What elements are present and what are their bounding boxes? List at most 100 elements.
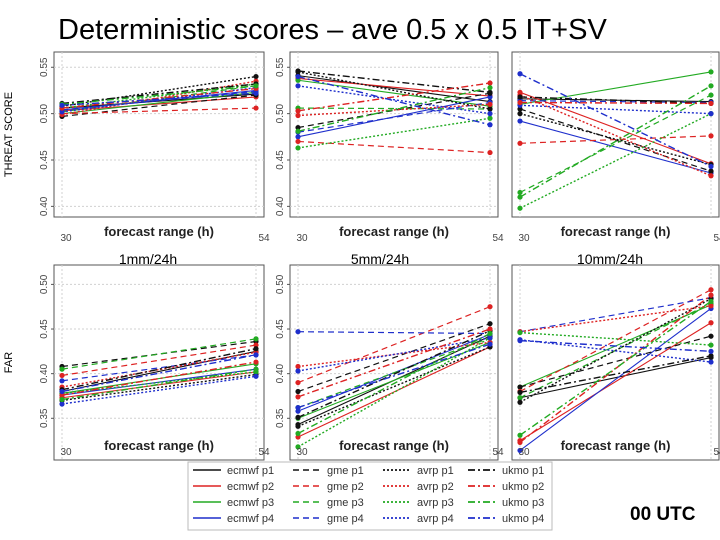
legend-label-avrp-p2: avrp p2 bbox=[417, 481, 454, 493]
far_10mm-point-gme-p3-start bbox=[517, 395, 523, 401]
far_1mm-x-tick-label: 30 bbox=[60, 447, 72, 458]
far_5mm-point-gme-p2-end bbox=[487, 304, 493, 310]
far_5mm-x-axis-label: forecast range (h) bbox=[339, 438, 449, 453]
far_10mm-plot-frame bbox=[511, 264, 720, 461]
far_5mm-series-avrp-p3 bbox=[297, 337, 491, 448]
far_5mm-x-tick-label: 54 bbox=[492, 447, 504, 458]
ts_1mm-y-tick-label: 0.45 bbox=[39, 150, 50, 170]
ts_10mm-point-ukmo-p2-end bbox=[708, 100, 714, 107]
ts_10mm-point-gme-p3-end bbox=[708, 92, 714, 98]
far_10mm-series-ecmwf-p4 bbox=[519, 308, 712, 451]
ts_10mm-point-avrp-p3-start bbox=[517, 205, 523, 211]
far_1mm-series-avrp-p4 bbox=[61, 375, 257, 405]
far_1mm-x-tick-label: 54 bbox=[258, 447, 270, 458]
legend-label-ukmo-p4: ukmo p4 bbox=[502, 513, 544, 525]
far_10mm-series-gme-p1 bbox=[519, 335, 712, 388]
ts_5mm-x-tick-label: 30 bbox=[296, 233, 308, 244]
far_10mm-point-ukmo-p3-end bbox=[708, 298, 714, 304]
ts_5mm-point-ecmwf-p4-end bbox=[487, 94, 493, 100]
far_5mm-series-avrp-p4 bbox=[297, 337, 491, 372]
far_1mm-series-gme-p1 bbox=[61, 340, 257, 368]
ts_10mm-point-ukmo-p4-start bbox=[517, 71, 523, 77]
far_1mm-series-ukmo-p1 bbox=[61, 347, 257, 391]
far_5mm-series-ukmo-p1 bbox=[297, 330, 491, 419]
ts_10mm-point-avrp-p4-end bbox=[708, 111, 714, 117]
ts_5mm-x-tick-label: 54 bbox=[492, 233, 504, 244]
far_1mm-point-ukmo-p3-start bbox=[59, 396, 65, 403]
utc-label: 00 UTC bbox=[630, 504, 696, 525]
ts_5mm-series-gme-p4 bbox=[297, 101, 491, 133]
ts_1mm-series-avrp-p4 bbox=[61, 86, 257, 113]
legend-label-ecmwf-p4: ecmwf p4 bbox=[227, 513, 274, 525]
threshold-label: 5mm/24h bbox=[351, 251, 409, 267]
far_10mm-x-axis-label: forecast range (h) bbox=[561, 438, 671, 453]
ts_1mm-series-ukmo-p1 bbox=[61, 83, 257, 105]
ts_1mm-plot-frame bbox=[53, 51, 265, 218]
ts_10mm-point-ukmo-p4-end bbox=[708, 163, 714, 170]
far_10mm-point-avrp-p2-end bbox=[708, 303, 714, 309]
far_5mm-point-avrp-p1-start bbox=[295, 423, 301, 429]
ts_1mm-series-ukmo-p2 bbox=[61, 87, 257, 109]
far_5mm-point-avrp-p3-start bbox=[295, 444, 301, 450]
far_5mm-series-ukmo-p2 bbox=[297, 328, 491, 398]
far_1mm-series-ukmo-p3 bbox=[61, 368, 257, 401]
ts_10mm-point-avrp-p1-start bbox=[517, 111, 523, 117]
ts_10mm-series-ukmo-p3 bbox=[519, 85, 712, 198]
ts_5mm-series-ukmo-p1 bbox=[297, 70, 491, 94]
ts_10mm-x-axis-label: forecast range (h) bbox=[561, 224, 671, 239]
ts_1mm-y-tick-label: 0.55 bbox=[39, 57, 50, 77]
legend-label-ecmwf-p1: ecmwf p1 bbox=[227, 465, 274, 477]
legend-label-avrp-p1: avrp p1 bbox=[417, 465, 454, 477]
legend-label-ecmwf-p3: ecmwf p3 bbox=[227, 497, 274, 509]
far_1mm-point-ukmo-p2-end bbox=[253, 359, 259, 365]
far_1mm-x-axis-label: forecast range (h) bbox=[104, 438, 214, 453]
far_5mm-point-ukmo-p2-end bbox=[487, 326, 493, 332]
far_10mm-series-avrp-p2 bbox=[519, 305, 712, 333]
far_10mm-point-ukmo-p4-start bbox=[517, 338, 523, 344]
far_5mm-point-avrp-p2-start bbox=[295, 363, 301, 370]
ts_10mm-point-ukmo-p2-start bbox=[517, 99, 523, 106]
ts_5mm-point-ukmo-p4-start bbox=[295, 73, 301, 80]
ts_5mm-point-gme-p1-start bbox=[295, 124, 301, 131]
far_10mm-x-tick-label: 30 bbox=[518, 447, 530, 458]
ts_1mm-series-gme-p2 bbox=[61, 107, 257, 115]
ts_10mm-series-ukmo-p1 bbox=[519, 96, 712, 105]
slide-title: Deterministic scores – ave 0.5 x 0.5 IT+… bbox=[58, 14, 607, 46]
ts_5mm-point-ukmo-p1-end bbox=[487, 89, 493, 95]
far_1mm-point-gme-p2-start bbox=[59, 372, 65, 379]
ts_1mm-point-gme-p2-end bbox=[253, 105, 259, 111]
far_5mm-series-gme-p2 bbox=[297, 306, 491, 384]
far_1mm-series-ecmwf-p3 bbox=[61, 363, 257, 394]
ts_5mm-series-avrp-p4 bbox=[297, 85, 491, 115]
far_1mm-point-ukmo-p4-start bbox=[59, 388, 65, 395]
ts_5mm-series-ukmo-p4 bbox=[297, 75, 491, 126]
far_1mm-plot-frame bbox=[53, 264, 265, 461]
far_10mm-point-avrp-p1-start bbox=[517, 399, 523, 405]
ts_10mm-series-ecmwf-p2 bbox=[519, 91, 712, 165]
ts_10mm-point-gme-p3-start bbox=[517, 189, 523, 196]
ts_10mm-point-ukmo-p1-start bbox=[517, 94, 523, 100]
ts_1mm-y-tick-label: 0.40 bbox=[39, 196, 50, 216]
far_1mm-point-gme-p2-end bbox=[253, 342, 259, 348]
ts_5mm-point-avrp-p4-end bbox=[487, 111, 493, 117]
ts_10mm-series-ukmo-p2 bbox=[519, 101, 712, 105]
ts_5mm-series-gme-p1 bbox=[297, 92, 491, 129]
ts_5mm-plot-frame bbox=[289, 51, 499, 218]
far_1mm-point-avrp-p4-end bbox=[253, 373, 259, 379]
ts_1mm-series-avrp-p2 bbox=[61, 80, 257, 116]
far_10mm-point-ukmo-p1-start bbox=[517, 389, 523, 396]
far_10mm-series-avrp-p4 bbox=[519, 339, 712, 363]
far_10mm-point-avrp-p4-end bbox=[708, 359, 714, 365]
ts_10mm-series-ecmwf-p3 bbox=[519, 71, 712, 105]
ts_5mm-point-gme-p2-start bbox=[295, 138, 301, 145]
far_10mm-point-ukmo-p1-end bbox=[708, 353, 714, 359]
ts_5mm-point-ukmo-p1-start bbox=[295, 68, 301, 74]
far_5mm-x-tick-label: 30 bbox=[296, 447, 308, 458]
legend-label-gme-p1: gme p1 bbox=[327, 465, 364, 477]
far_10mm-series-ukmo-p4 bbox=[519, 339, 712, 353]
far_1mm-point-ukmo-p1-end bbox=[253, 346, 259, 352]
legend-label-avrp-p4: avrp p4 bbox=[417, 513, 454, 525]
far_10mm-point-ukmo-p4-end bbox=[708, 348, 714, 354]
ts_5mm-y-tick-label: 0.45 bbox=[275, 150, 286, 170]
ts_5mm-series-ecmwf-p1 bbox=[297, 75, 491, 103]
